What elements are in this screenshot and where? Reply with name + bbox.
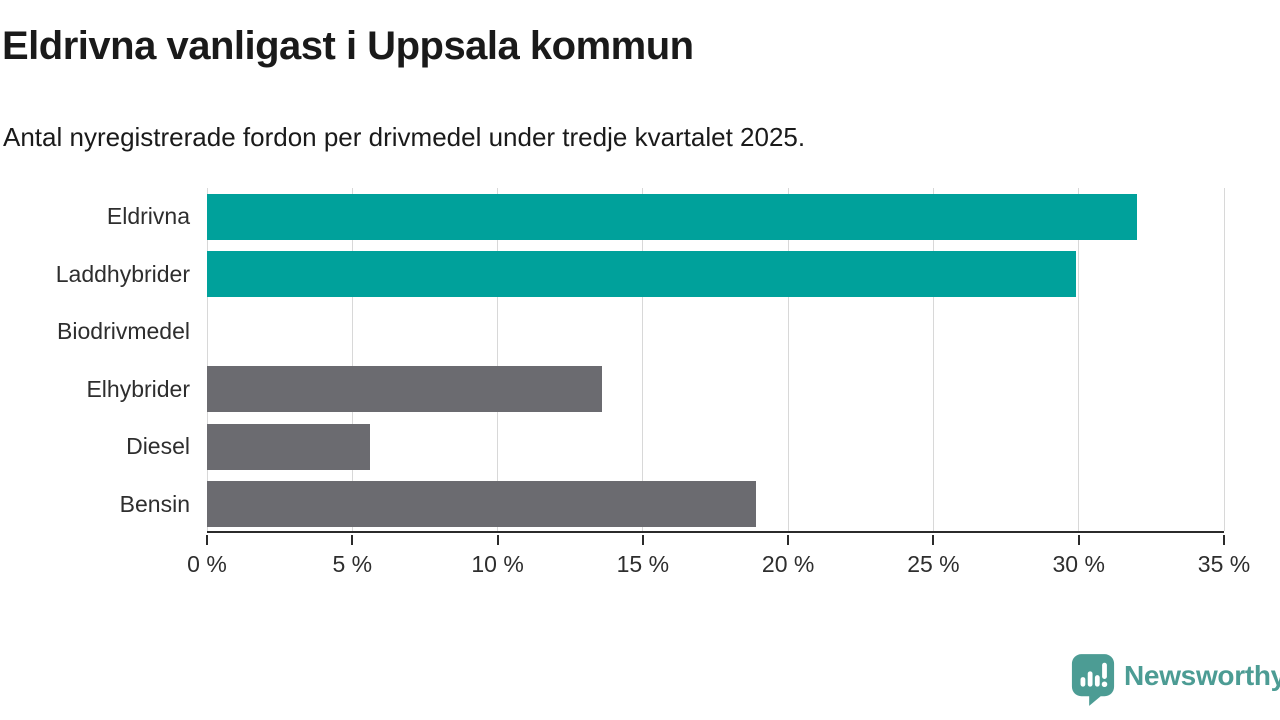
gridline-35: [1223, 188, 1225, 531]
bar-diesel: [207, 423, 370, 470]
x-tick-label-30: 30 %: [1052, 551, 1105, 577]
chart-title: Eldrivna vanligast i Uppsala kommun: [2, 24, 694, 68]
bar-laddhybrider: [207, 251, 1076, 298]
x-tick-label-5: 5 %: [332, 551, 373, 577]
brand-footer: Newsworthy: [1070, 652, 1280, 706]
bar-chart: Eldrivna Laddhybrider Biodrivmedel Elhybrid…: [0, 188, 1250, 600]
gridline-15: [642, 188, 644, 531]
category-label-diesel: Diesel: [126, 433, 190, 459]
category-label-eldrivna: Eldrivna: [106, 203, 190, 229]
category-label-elhybrider: Elhybrider: [86, 375, 190, 402]
x-tick-0: [206, 535, 208, 545]
x-tick-30: [1077, 535, 1080, 545]
x-tick-15: [641, 535, 644, 545]
x-tick-label-10: 10 %: [471, 551, 524, 577]
bar-elhybrider: [207, 366, 603, 413]
category-axis: Eldrivna Laddhybrider Biodrivmedel Elhybrid…: [0, 188, 190, 533]
chart-subtitle: Antal nyregistrerade fordon per drivmede…: [3, 122, 806, 152]
category-label-biodrivmedel: Biodrivmedel: [57, 318, 190, 344]
x-tick-label-0: 0 %: [187, 551, 227, 577]
x-tick-label-25: 25 %: [907, 551, 960, 577]
brand-name: Newsworthy: [1124, 660, 1280, 691]
plot-area: [206, 188, 1225, 533]
x-axis: 0 % 5 % 10 % 15 % 20 % 25 % 30 % 35 %: [187, 535, 1250, 595]
category-label-bensin: Bensin: [119, 490, 190, 517]
x-tick-5: [351, 535, 354, 545]
x-tick-label-15: 15 %: [616, 551, 670, 577]
gridline-25: [932, 188, 934, 531]
bar-eldrivna: [207, 193, 1137, 240]
x-tick-25: [932, 535, 935, 545]
x-tick-10: [496, 535, 499, 545]
gridline-5: [351, 188, 353, 531]
x-tick-label-20: 20 %: [761, 551, 815, 577]
category-label-laddhybrider: Laddhybrider: [55, 260, 190, 287]
newsworthy-logo-icon: [1071, 654, 1115, 706]
gridline-30: [1078, 188, 1080, 531]
x-tick-label-35: 35 %: [1197, 551, 1251, 577]
x-tick-35: [1223, 535, 1225, 545]
gridline-0: [206, 188, 208, 531]
gridline-20: [787, 188, 789, 531]
gridline-10: [497, 188, 499, 531]
bar-bensin: [207, 481, 757, 528]
x-tick-20: [787, 535, 790, 545]
